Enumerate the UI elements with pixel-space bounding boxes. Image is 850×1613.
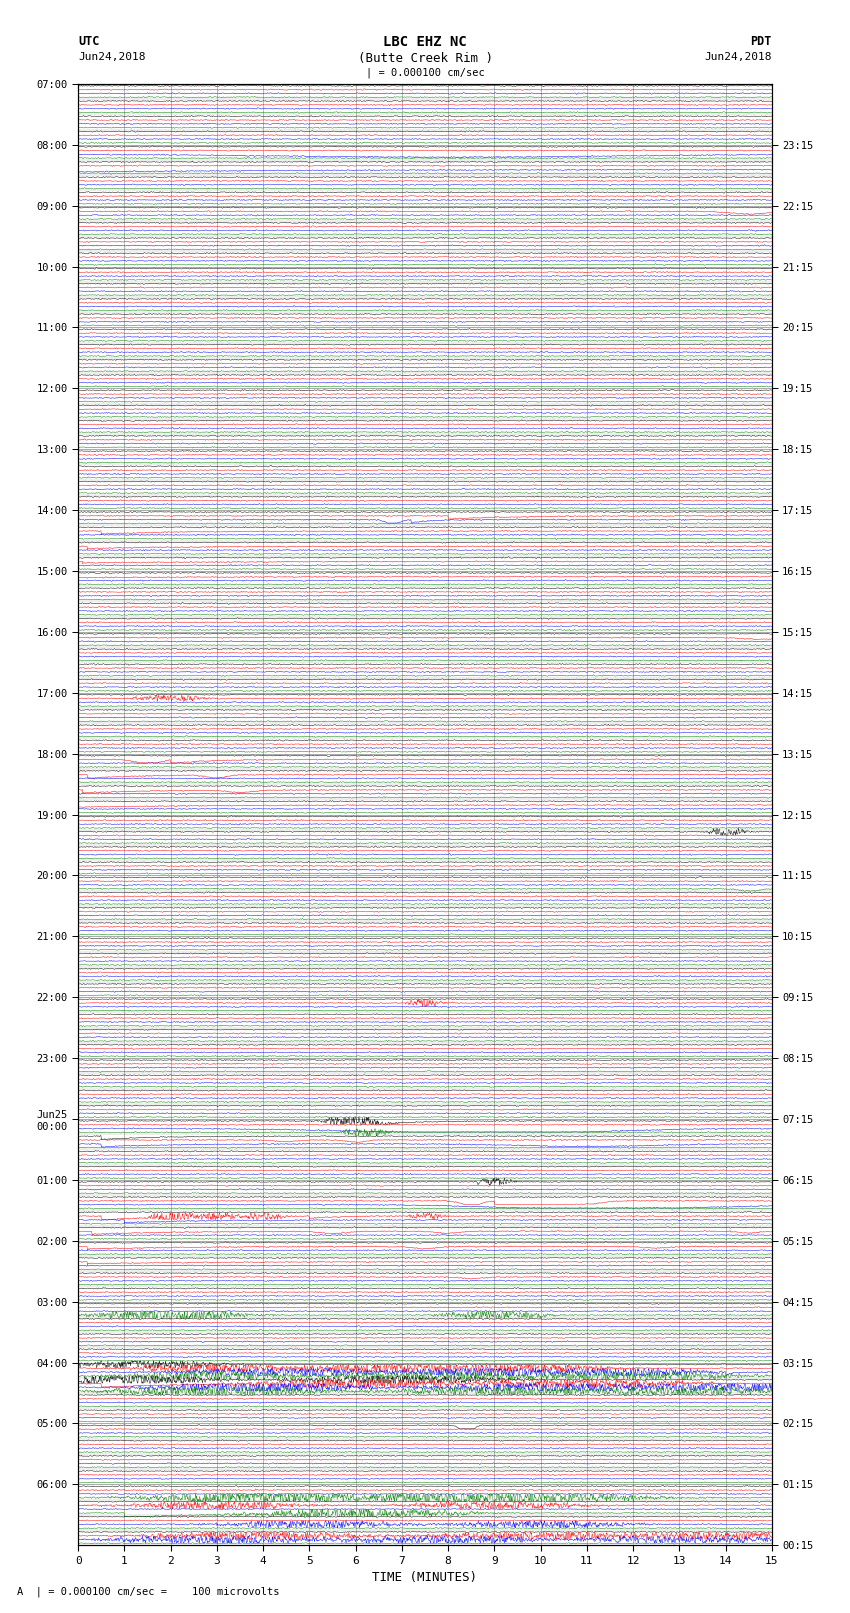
X-axis label: TIME (MINUTES): TIME (MINUTES)	[372, 1571, 478, 1584]
Text: Jun24,2018: Jun24,2018	[78, 52, 145, 61]
Text: (Butte Creek Rim ): (Butte Creek Rim )	[358, 52, 492, 65]
Text: PDT: PDT	[751, 35, 772, 48]
Text: UTC: UTC	[78, 35, 99, 48]
Text: Jun24,2018: Jun24,2018	[705, 52, 772, 61]
Text: A  | = 0.000100 cm/sec =    100 microvolts: A | = 0.000100 cm/sec = 100 microvolts	[17, 1586, 280, 1597]
Text: LBC EHZ NC: LBC EHZ NC	[383, 35, 467, 50]
Text: | = 0.000100 cm/sec: | = 0.000100 cm/sec	[366, 68, 484, 79]
